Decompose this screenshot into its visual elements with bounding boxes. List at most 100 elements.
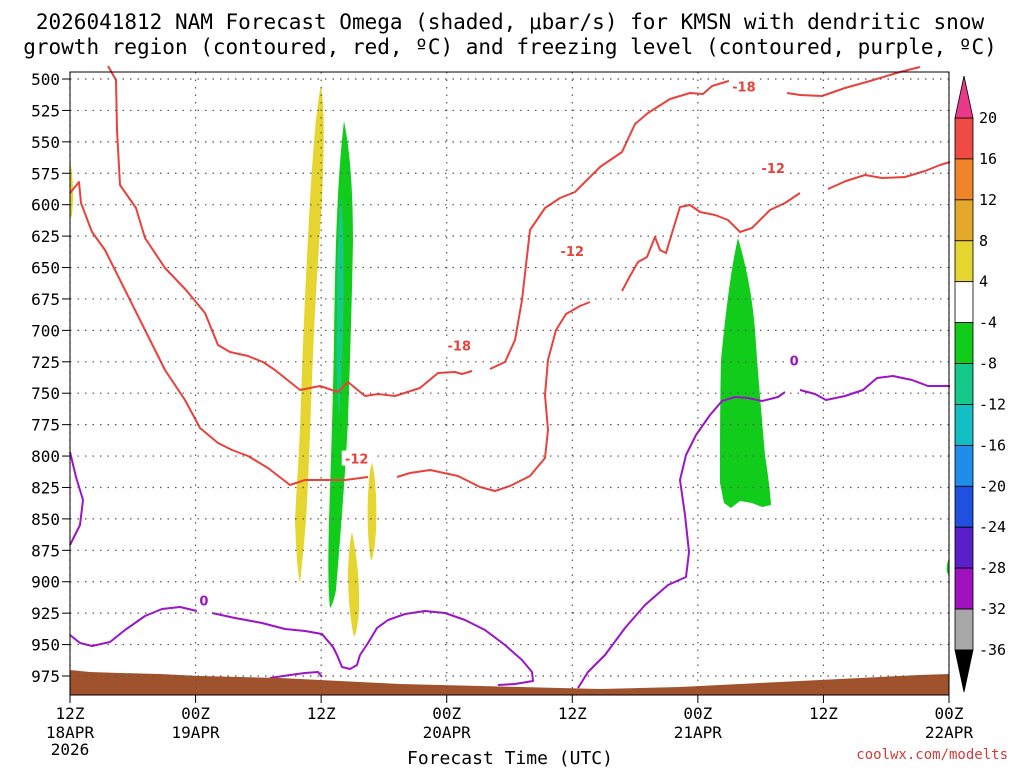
contour-label: -12	[761, 162, 785, 177]
dendritic-growth-contours	[69, 65, 951, 492]
colorbar-label: -12	[979, 395, 1006, 413]
y-tick-label: 600	[31, 196, 60, 215]
x-tick-year: 2026	[51, 740, 90, 759]
freezing-contour-right	[577, 391, 786, 689]
colorbar-swatch	[954, 322, 974, 364]
colorbar-bottom-arrow	[954, 649, 974, 693]
y-tick-label: 775	[31, 416, 60, 435]
x-tick-time: 12Z	[809, 704, 838, 723]
freezing-contour-right	[799, 375, 950, 401]
colorbar-label: 20	[979, 109, 997, 127]
credit-text: coolwx.com/modelts	[856, 747, 1008, 763]
colorbar-swatch	[954, 199, 974, 242]
colorbar-label: -8	[979, 355, 997, 373]
colorbar-label: -24	[979, 518, 1006, 536]
x-tick-time: 12Z	[558, 704, 587, 723]
colorbar-swatch	[954, 608, 974, 651]
y-tick-label: 725	[31, 353, 60, 372]
plot-frame	[69, 71, 950, 696]
freezing-contour-lower	[211, 610, 534, 686]
y-tick-label: 825	[31, 478, 60, 497]
x-tick-date: 21APR	[674, 723, 723, 742]
y-tick-label: 800	[31, 447, 60, 466]
colorbar-swatch	[954, 117, 974, 160]
contour-label-bg	[444, 337, 475, 353]
colorbar-swatch	[954, 240, 974, 283]
y-tick-label: 550	[31, 133, 60, 152]
contour-minus12-upper	[827, 161, 951, 190]
y-tick-label: 650	[31, 259, 60, 278]
y-tick-label: 875	[31, 541, 60, 560]
contour-minus18-left	[107, 65, 473, 397]
x-tick-date: 19APR	[171, 723, 220, 742]
x-tick-date: 18APR	[46, 723, 95, 742]
colorbar-label: -36	[979, 641, 1006, 659]
omega-green-region	[946, 558, 949, 576]
colorbar-label: 4	[979, 273, 988, 291]
contour-label-bg	[728, 78, 759, 94]
y-tick-label: 575	[31, 164, 60, 183]
contour-minus18-right	[489, 79, 757, 370]
colorbar-swatch	[954, 281, 974, 324]
chart-title-line1: 2026041812 NAM Forecast Omega (shaded, μ…	[36, 10, 985, 34]
contour-label: -12	[561, 245, 585, 260]
colorbar: 20 16 12 8 4 -4 -8 -12 -16 -20 -24 -28 -32 -36	[954, 75, 1006, 693]
y-axis: 500 525 550 575 600 625 650 675 700 725 750 775 800 8…	[31, 70, 70, 686]
contour-label-bg	[758, 160, 789, 176]
omega-yellow-region	[348, 532, 360, 637]
x-tick-time: 00Z	[181, 704, 210, 723]
contour-label-bg	[341, 450, 372, 466]
colorbar-label: -28	[979, 559, 1006, 577]
contour-label-bg	[196, 592, 211, 608]
x-tick-time: 12Z	[56, 704, 85, 723]
contour-label: 0	[790, 355, 799, 370]
freezing-contour-bottom	[269, 671, 323, 679]
omega-green-region	[720, 238, 771, 508]
contour-label: -18	[732, 81, 756, 96]
contour-minus12-bottom	[69, 181, 369, 486]
colorbar-label: -4	[979, 314, 997, 332]
colorbar-label: 8	[979, 232, 988, 250]
freezing-contour-left	[69, 451, 84, 546]
x-tick-time: 00Z	[935, 704, 964, 723]
x-tick-time: 00Z	[432, 704, 461, 723]
omega-shading	[70, 85, 949, 637]
contour-labels: -18 -12 -12 -18 -12 0 0	[196, 78, 802, 610]
chart-title-line2: growth region (contoured, red, ºC) and f…	[23, 35, 997, 59]
y-tick-label: 850	[31, 510, 60, 529]
plot-area: -18 -12 -12 -18 -12 0 0	[69, 65, 951, 696]
y-tick-label: 750	[31, 384, 60, 403]
omega-yellow-region	[295, 85, 324, 583]
x-tick-date: 22APR	[925, 723, 974, 742]
colorbar-label: 12	[979, 191, 997, 209]
y-tick-label: 900	[31, 573, 60, 592]
terrain-fill	[70, 670, 949, 695]
contour-minus12-upper	[621, 192, 801, 292]
colorbar-swatch	[954, 526, 974, 569]
colorbar-swatch	[954, 404, 974, 446]
colorbar-swatch	[954, 158, 974, 201]
colorbar-swatch	[954, 567, 974, 610]
x-tick-date: 20APR	[423, 723, 472, 742]
freezing-level-contours	[69, 375, 950, 689]
x-axis-title: Forecast Time (UTC)	[407, 748, 613, 768]
contour-label: -12	[345, 453, 369, 468]
x-tick-time: 12Z	[307, 704, 336, 723]
contour-minus12-bottom	[396, 301, 591, 492]
plot-background	[70, 72, 949, 695]
y-tick-label: 700	[31, 321, 60, 340]
y-tick-label: 925	[31, 604, 60, 623]
freezing-contour-lower	[69, 606, 198, 647]
omega-yellow-region	[367, 462, 377, 561]
y-tick-label: 525	[31, 101, 60, 120]
colorbar-label: -32	[979, 600, 1006, 618]
colorbar-label: -16	[979, 436, 1006, 454]
contour-label: -18	[448, 339, 472, 354]
colorbar-swatch	[954, 444, 974, 487]
contour-label-bg	[557, 243, 588, 259]
colorbar-label: -20	[979, 477, 1006, 495]
x-tick-time: 00Z	[683, 704, 712, 723]
omega-teal-region	[336, 195, 344, 420]
